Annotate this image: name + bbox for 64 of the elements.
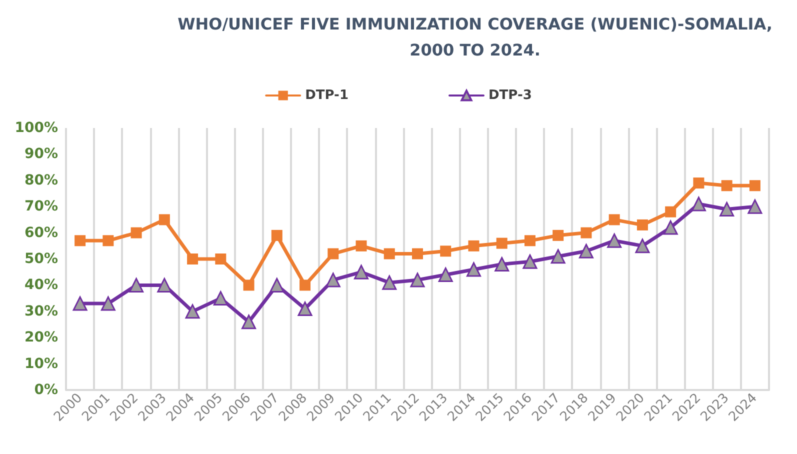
point (129, 278, 144, 292)
y-tick-label: 80% (24, 172, 58, 188)
point (748, 199, 762, 214)
point (354, 264, 369, 280)
point (356, 240, 367, 252)
point (438, 267, 453, 282)
point (410, 272, 425, 288)
y-tick-label: 60% (24, 224, 58, 241)
point (270, 278, 284, 292)
point (300, 280, 311, 291)
point (271, 230, 282, 241)
y-tick-label: 70% (24, 198, 58, 215)
y-tick-label: 0% (34, 382, 58, 398)
point (185, 304, 200, 319)
point (466, 262, 481, 277)
y-tick-label: 40% (24, 277, 58, 294)
chart-title: WHO/UNICEF FIVE IMMUNIZATION COVERAGE (WUENIC)-SOMALIA, 2000 TO 2024. (178, 14, 772, 60)
y-tick-label: 90% (24, 146, 58, 162)
point (412, 248, 423, 260)
point (328, 248, 339, 260)
point (636, 219, 648, 230)
point (326, 272, 340, 288)
point (468, 240, 480, 252)
point (242, 314, 256, 330)
point (187, 254, 198, 264)
point (578, 244, 594, 258)
legend-label: DTP-3 (488, 88, 532, 103)
point (663, 220, 678, 235)
point (522, 254, 538, 269)
point (665, 206, 676, 218)
y-tick-label: 10% (24, 356, 58, 372)
point (102, 235, 114, 246)
point (158, 214, 170, 226)
point (72, 296, 88, 311)
point (550, 249, 566, 264)
legend-label: DTP-1 (305, 88, 349, 103)
point (749, 180, 760, 192)
point (74, 235, 86, 246)
point (720, 202, 734, 216)
point (440, 246, 452, 257)
y-tick-label: 50% (24, 251, 58, 267)
point (298, 302, 312, 316)
point (580, 227, 592, 238)
point (691, 196, 706, 212)
point (721, 180, 732, 192)
point (157, 278, 172, 292)
point (496, 238, 508, 249)
y-tick-label: 30% (24, 303, 58, 320)
point (552, 230, 564, 241)
point (243, 280, 254, 291)
point (693, 178, 704, 189)
point (607, 233, 622, 248)
point (215, 254, 226, 264)
point (635, 238, 650, 254)
y-tick-label: 100% (14, 120, 58, 136)
point (130, 227, 142, 238)
point (524, 235, 536, 246)
point (382, 275, 397, 290)
point (384, 248, 395, 260)
y-tick-label: 20% (24, 330, 58, 346)
point (494, 256, 510, 272)
point (100, 296, 116, 311)
point (213, 291, 228, 306)
point (608, 214, 620, 226)
